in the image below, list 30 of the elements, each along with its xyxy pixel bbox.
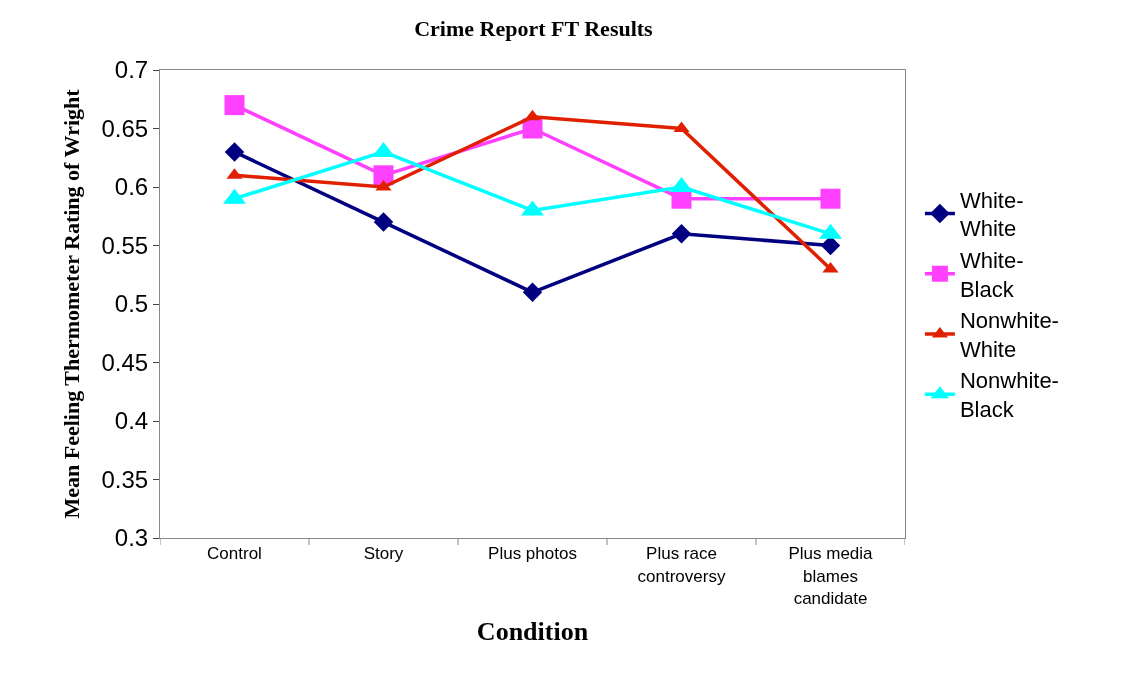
legend-label: Nonwhite- White [959,308,1059,362]
legend-label: White- Black [959,248,1024,302]
y-tick-label: 0.65 [101,114,149,142]
y-tick-label: 0.35 [101,465,149,493]
point [224,142,245,162]
point [373,212,394,232]
y-tick-label: 0.7 [114,56,149,84]
x-tick-label: Plus media blames candidate [788,544,874,608]
y-axis-title: Mean Feeling Thermometer Rating of Wright [59,88,85,519]
point [822,261,839,273]
chart-title: Crime Report FT Results [414,15,654,41]
y-tick-label: 0.3 [114,524,149,552]
y-tick-label: 0.6 [114,173,149,201]
y-tick-label: 0.5 [114,290,149,318]
point [224,95,245,116]
point [671,224,692,244]
y-tick-label: 0.4 [114,407,149,435]
point [524,109,541,121]
y-tick-label: 0.45 [101,348,149,376]
point [522,118,543,139]
x-tick-label: Story [363,544,404,564]
x-axis-title: Condition [476,617,589,647]
point [522,282,543,303]
x-tick-label: Plus race controversy [637,544,726,586]
y-tick-label: 0.55 [101,231,149,259]
legend-label: White- White [959,187,1024,242]
x-tick-label: Plus photos [488,544,577,564]
x-tick-label: Control [207,544,262,564]
point [820,188,841,209]
legend-label: Nonwhite- Black [959,368,1059,423]
